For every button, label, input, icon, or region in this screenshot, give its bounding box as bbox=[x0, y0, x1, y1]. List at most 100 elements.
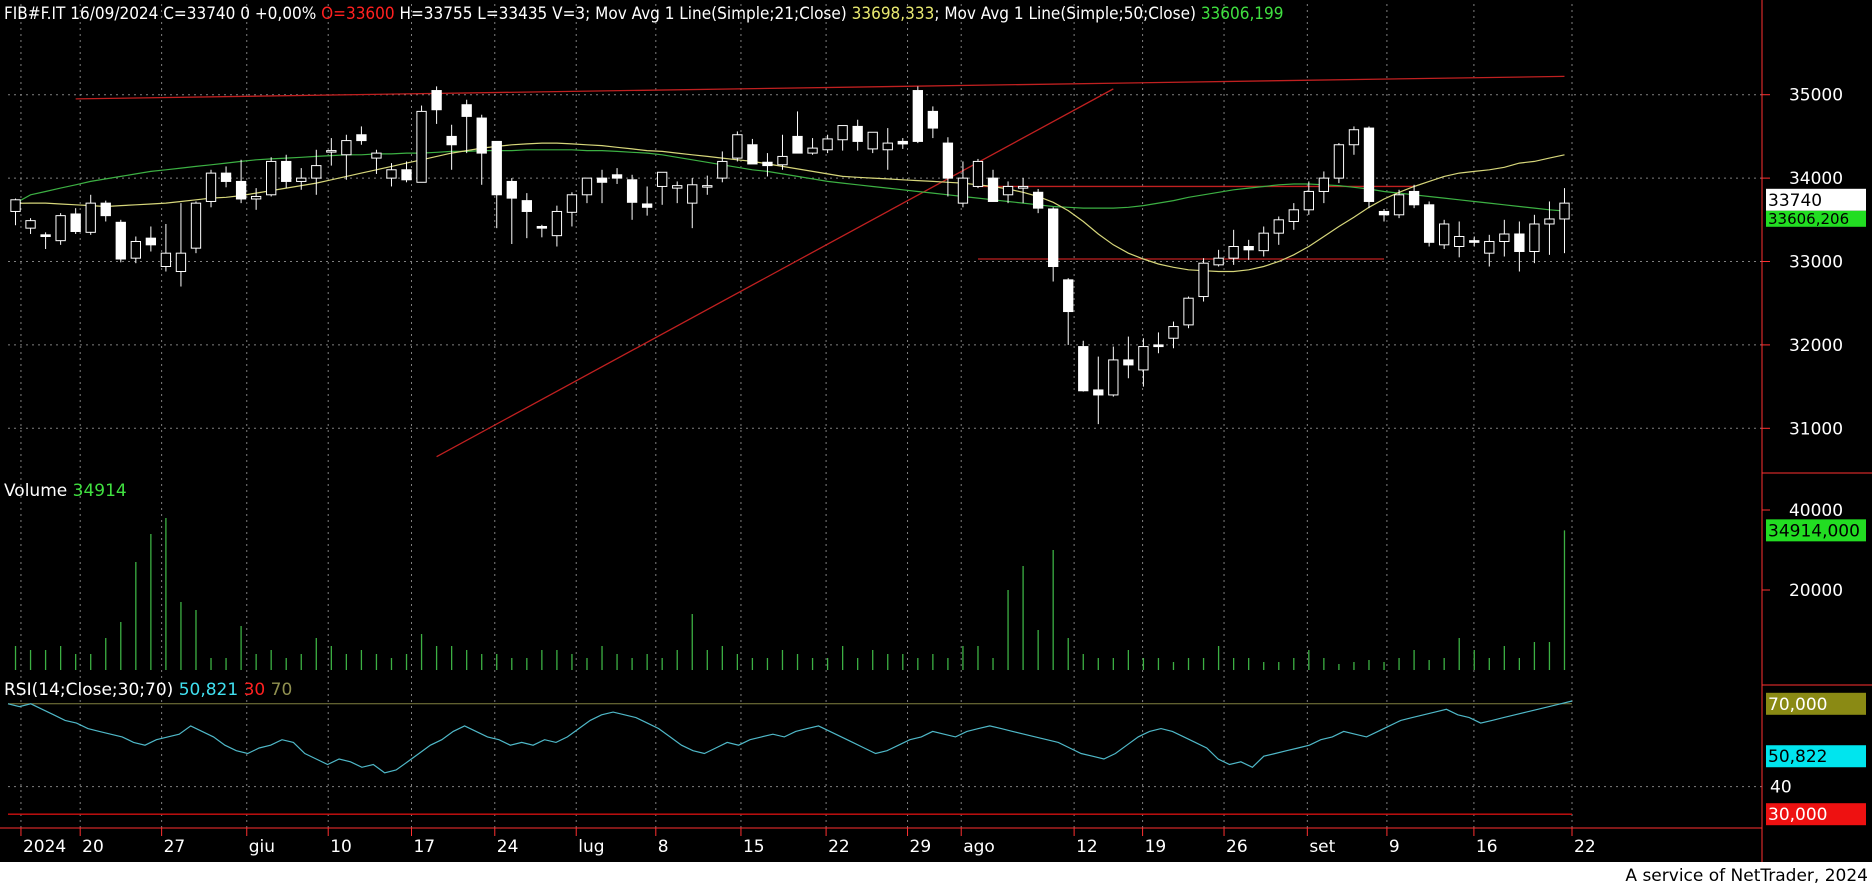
candle-body bbox=[882, 142, 893, 151]
candle bbox=[912, 86, 923, 144]
candle bbox=[1454, 221, 1465, 258]
rsi-high: 70 bbox=[270, 680, 293, 700]
candle bbox=[1529, 214, 1540, 264]
candle-body bbox=[762, 161, 773, 167]
candle bbox=[25, 218, 36, 234]
candle bbox=[266, 157, 277, 197]
candle-body bbox=[1514, 233, 1525, 253]
x-tick-label: 2024 bbox=[23, 837, 66, 857]
volume: V=3; bbox=[552, 4, 591, 24]
candle bbox=[1093, 356, 1104, 425]
candle bbox=[115, 219, 126, 263]
candle-body bbox=[296, 177, 307, 182]
candle bbox=[461, 99, 472, 154]
candle-body bbox=[115, 221, 126, 260]
volume-bars bbox=[14, 518, 1566, 670]
candle bbox=[1439, 219, 1450, 249]
candle bbox=[732, 131, 743, 162]
candle-body bbox=[160, 252, 172, 268]
candle bbox=[1348, 126, 1360, 155]
candle-body bbox=[175, 252, 187, 273]
candle bbox=[641, 186, 653, 216]
candle-body bbox=[611, 174, 623, 179]
price-tick-label: 32000 bbox=[1789, 336, 1843, 356]
candle bbox=[220, 166, 232, 188]
candle bbox=[807, 138, 818, 155]
candle-body bbox=[1499, 233, 1510, 242]
candle bbox=[1183, 296, 1194, 329]
x-tick-label: 16 bbox=[1476, 837, 1498, 857]
candle-body bbox=[446, 135, 457, 146]
price-tick-label: 33000 bbox=[1789, 253, 1843, 273]
candle-body bbox=[1393, 194, 1405, 216]
candle-body bbox=[476, 117, 487, 154]
candle-body bbox=[416, 110, 427, 183]
candle-body bbox=[311, 165, 322, 179]
candle bbox=[1363, 126, 1375, 209]
candle bbox=[55, 213, 66, 245]
candle bbox=[130, 236, 141, 264]
trendline bbox=[75, 75, 1565, 100]
candle-body bbox=[1168, 326, 1179, 339]
candle-body bbox=[957, 177, 969, 204]
candle bbox=[431, 86, 442, 124]
candle-body bbox=[702, 185, 713, 188]
candle-body bbox=[852, 125, 863, 142]
candle-body bbox=[1258, 232, 1269, 252]
candle bbox=[40, 232, 51, 249]
ma50-label: Mov Avg 1 Line(Simple;50;Close) bbox=[944, 4, 1196, 24]
candle-body bbox=[1198, 262, 1209, 298]
x-tick-label: 8 bbox=[658, 837, 669, 857]
header-line: FIB#F.IT 16/09/2024 C=33740 0 +0,00% O=3… bbox=[4, 4, 1284, 24]
candle bbox=[235, 159, 247, 204]
candle-body bbox=[867, 131, 878, 150]
candle-body bbox=[641, 203, 653, 208]
date: 16/09/2024 bbox=[70, 4, 159, 24]
candle-body bbox=[461, 104, 472, 117]
candle bbox=[1168, 321, 1179, 349]
candle bbox=[1078, 340, 1089, 392]
candle-body bbox=[596, 177, 608, 183]
candle bbox=[1258, 226, 1269, 257]
x-tick-label: 26 bbox=[1226, 837, 1248, 857]
footer-text: A service of NetTrader, 2024 bbox=[1625, 866, 1868, 886]
candle bbox=[416, 105, 427, 183]
candle bbox=[175, 203, 187, 287]
candle-body bbox=[491, 140, 502, 196]
ma21-line bbox=[15, 142, 1565, 273]
candle bbox=[1333, 143, 1345, 184]
candle-body bbox=[1153, 344, 1164, 348]
candle bbox=[672, 181, 683, 204]
candle bbox=[972, 158, 984, 189]
candle-body bbox=[10, 199, 21, 212]
candle-body bbox=[1123, 359, 1134, 366]
volume-value-label: 34914,000 bbox=[1768, 521, 1860, 541]
candle-body bbox=[506, 180, 517, 199]
candle-body bbox=[190, 202, 202, 249]
candle bbox=[1198, 258, 1209, 302]
candle bbox=[626, 174, 638, 220]
volume-tick-label: 40000 bbox=[1789, 501, 1843, 521]
candle-body bbox=[747, 144, 758, 165]
volume-panel-label: Volume 34914 bbox=[4, 481, 127, 501]
candle bbox=[1514, 221, 1525, 272]
candle-body bbox=[1063, 279, 1074, 313]
ma21-label: Mov Avg 1 Line(Simple;21;Close) bbox=[595, 4, 847, 24]
candle bbox=[942, 137, 954, 197]
candle-body bbox=[341, 140, 352, 156]
candle-body bbox=[220, 172, 232, 182]
rsi-lower-label: 30,000 bbox=[1768, 805, 1827, 825]
candle-body bbox=[100, 202, 111, 217]
candle bbox=[551, 205, 563, 247]
rsi-low: 30 bbox=[243, 680, 266, 700]
candle bbox=[145, 226, 157, 252]
candle bbox=[596, 169, 608, 204]
footer-bar bbox=[0, 862, 1872, 888]
rsi-current: 50,821 bbox=[178, 680, 239, 700]
candle bbox=[190, 201, 202, 254]
candle bbox=[1063, 278, 1074, 345]
candle-body bbox=[1048, 208, 1059, 268]
candle bbox=[1544, 201, 1555, 255]
candle bbox=[1559, 188, 1570, 254]
candle bbox=[1423, 201, 1435, 247]
